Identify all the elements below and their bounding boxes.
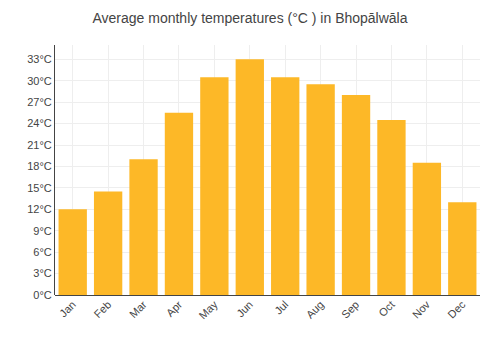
svg-text:Jun: Jun	[234, 298, 255, 319]
svg-text:Oct: Oct	[376, 298, 397, 319]
svg-text:May: May	[197, 298, 221, 322]
svg-text:33°C: 33°C	[27, 53, 52, 65]
svg-text:Nov: Nov	[410, 298, 433, 321]
svg-text:Apr: Apr	[164, 298, 185, 319]
svg-text:6°C: 6°C	[33, 246, 52, 258]
svg-text:3°C: 3°C	[33, 267, 52, 279]
svg-text:Mar: Mar	[127, 298, 149, 320]
svg-text:18°C: 18°C	[27, 160, 52, 172]
svg-text:15°C: 15°C	[27, 182, 52, 194]
svg-text:Jul: Jul	[272, 298, 290, 316]
svg-text:0°C: 0°C	[33, 289, 52, 301]
svg-text:27°C: 27°C	[27, 96, 52, 108]
svg-text:21°C: 21°C	[27, 139, 52, 151]
svg-text:9°C: 9°C	[33, 225, 52, 237]
svg-text:Jan: Jan	[57, 298, 78, 319]
svg-text:30°C: 30°C	[27, 75, 52, 87]
svg-text:Feb: Feb	[92, 298, 114, 320]
svg-text:24°C: 24°C	[27, 117, 52, 129]
svg-text:Sep: Sep	[339, 298, 361, 320]
svg-text:Aug: Aug	[304, 298, 326, 320]
svg-text:Average monthly temperatures (: Average monthly temperatures (°C ) in Bh…	[92, 10, 407, 26]
svg-text:12°C: 12°C	[27, 203, 52, 215]
svg-text:Dec: Dec	[445, 298, 468, 321]
